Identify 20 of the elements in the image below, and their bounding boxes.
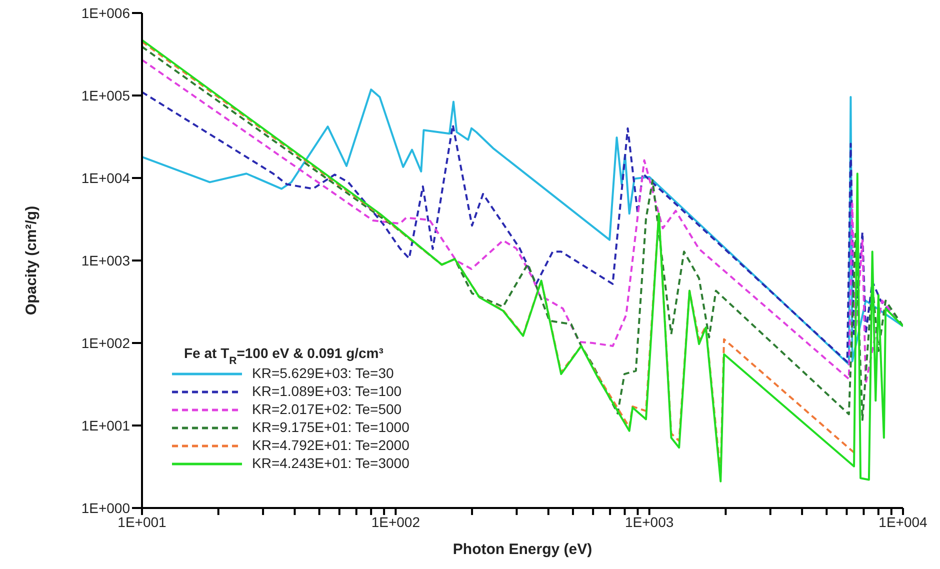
legend-label: KR=2.017E+02: Te=500 xyxy=(252,401,402,417)
y-tick-label: 1E+000 xyxy=(81,500,130,516)
x-tick-label: 1E+003 xyxy=(624,514,674,530)
y-tick-label: 1E+006 xyxy=(81,4,130,21)
x-tick-label: 1E+002 xyxy=(371,514,420,530)
y-tick-label: 1E+004 xyxy=(81,170,130,186)
legend-label: KR=4.243E+01: Te=3000 xyxy=(252,455,410,471)
x-tick-label: 1E+004 xyxy=(878,514,928,530)
y-tick-label: 1E+001 xyxy=(81,417,130,434)
x-tick-label: 1E+001 xyxy=(118,514,167,530)
y-tick-label: 1E+005 xyxy=(81,87,130,104)
legend-label: KR=9.175E+01: Te=1000 xyxy=(252,419,410,435)
legend-title: Fe at T$_{R}$=100 eV & 0.091 g/cm³ xyxy=(184,345,384,367)
legend-label: KR=1.089E+03: Te=100 xyxy=(252,383,402,399)
y-tick-label: 1E+003 xyxy=(81,252,130,268)
legend-label: KR=4.792E+01: Te=2000 xyxy=(252,437,410,453)
y-axis-title: Opacity (cm²/g) xyxy=(23,206,40,316)
y-tick-label: 1E+002 xyxy=(81,334,130,351)
x-axis-title: Photon Energy (eV) xyxy=(452,541,592,558)
legend-label: KR=5.629E+03: Te=30 xyxy=(252,365,394,381)
